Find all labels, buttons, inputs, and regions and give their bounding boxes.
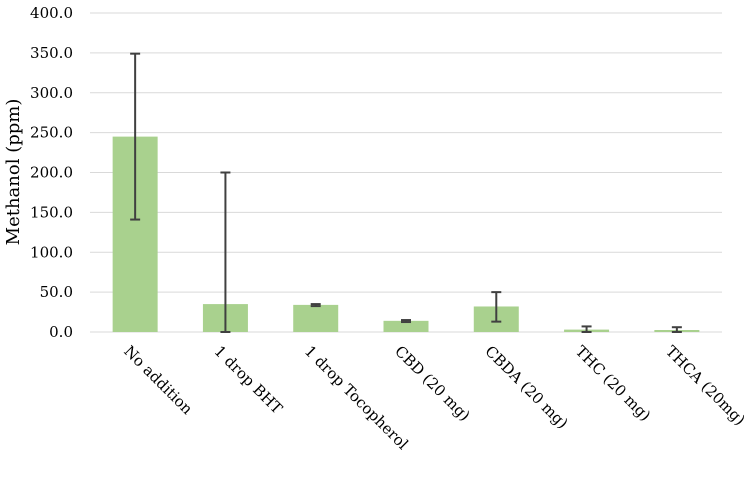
y-tick-label: 150.0 <box>30 203 73 221</box>
y-tick-labels: 0.0 50.0 100.0 150.0 200.0 250.0 300.0 350.0 400… <box>30 4 73 341</box>
error-bar <box>310 303 321 308</box>
x-category-label: THC (20 mg) <box>572 342 655 425</box>
error-bar <box>581 325 592 333</box>
y-tick-label: 350.0 <box>30 44 73 62</box>
x-category-label: CBD (20 mg) <box>391 342 474 425</box>
y-tick-label: 200.0 <box>30 164 73 182</box>
x-category-label: CBDA (20 mg) <box>481 342 571 432</box>
y-tick-label: 250.0 <box>30 124 73 142</box>
bars <box>112 136 700 332</box>
bar <box>383 320 429 332</box>
bar <box>293 304 339 332</box>
y-tick-label: 400.0 <box>30 4 73 22</box>
x-category-label: THCA (20mg) <box>662 342 749 429</box>
error-bar <box>401 319 411 324</box>
y-axis-title: Methanol (ppm) <box>3 99 24 246</box>
error-bar <box>130 52 141 221</box>
gridlines <box>90 12 722 333</box>
y-tick-label: 300.0 <box>30 84 73 102</box>
error-bar <box>491 291 502 323</box>
y-tick-label: 100.0 <box>30 243 73 261</box>
x-category-label: No addition <box>120 342 196 418</box>
error-bar <box>220 171 231 333</box>
y-tick-label: 0.0 <box>49 323 73 341</box>
error-bars <box>130 52 682 333</box>
error-bar <box>671 326 682 333</box>
y-tick-label: 50.0 <box>40 283 73 301</box>
x-category-labels: No addition 1 drop BHT 1 drop TocopherolCB… <box>120 342 749 453</box>
x-category-label: 1 drop BHT <box>211 342 286 417</box>
